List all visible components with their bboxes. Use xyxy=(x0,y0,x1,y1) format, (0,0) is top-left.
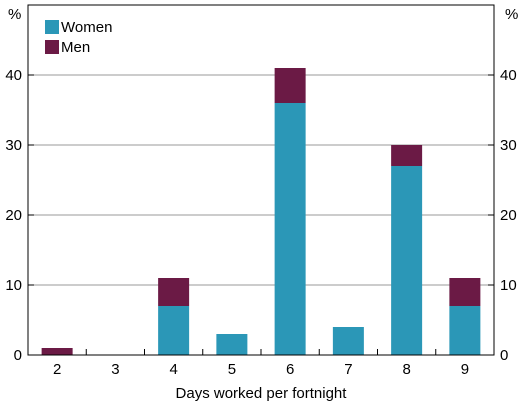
x-tick-label-8: 8 xyxy=(402,361,410,378)
plot-frame xyxy=(27,4,495,356)
y-axis-unit-left: % xyxy=(8,6,21,23)
y-tick-label-right: 0 xyxy=(500,347,508,364)
bar-women-8 xyxy=(391,166,423,355)
gridlines xyxy=(28,74,494,286)
y-tick-label-right: 30 xyxy=(500,137,517,154)
x-tick-label-5: 5 xyxy=(228,361,236,378)
bar-women-7 xyxy=(332,327,364,355)
legend-swatch-women xyxy=(45,20,59,34)
bar-women-5 xyxy=(216,334,248,355)
y-tick-label-left: 30 xyxy=(5,137,22,154)
legend: Women Men xyxy=(45,19,112,56)
bar-women-4 xyxy=(158,306,190,355)
bar-women-6 xyxy=(274,103,306,355)
y-tick-label-left: 20 xyxy=(5,207,22,224)
bar-men-8 xyxy=(391,145,423,166)
legend-swatch-men xyxy=(45,40,59,54)
bar-women-9 xyxy=(449,306,481,355)
x-tick-label-2: 2 xyxy=(53,361,61,378)
x-tick-label-7: 7 xyxy=(344,361,352,378)
y-tick-label-right: 20 xyxy=(500,207,517,224)
x-tick-label-6: 6 xyxy=(286,361,294,378)
x-axis-title: Days worked per fortnight xyxy=(176,385,348,402)
bars xyxy=(41,68,481,355)
legend-label-men: Men xyxy=(61,39,90,56)
x-tick-label-4: 4 xyxy=(169,361,177,378)
x-ticks: 2 3 4 5 6 7 8 9 xyxy=(53,349,469,378)
y-axis-unit-right: % xyxy=(505,6,518,23)
y-tick-label-right: 40 xyxy=(500,67,517,84)
bar-men-6 xyxy=(274,68,306,103)
y-ticks: 0 0 10 10 20 20 30 30 40 40 xyxy=(5,67,516,364)
y-tick-label-right: 10 xyxy=(500,277,517,294)
y-tick-label-left: 10 xyxy=(5,277,22,294)
y-tick-label-left: 0 xyxy=(14,347,22,364)
x-tick-label-3: 3 xyxy=(111,361,119,378)
bar-men-2 xyxy=(41,348,73,355)
bar-men-9 xyxy=(449,278,481,306)
y-tick-label-left: 40 xyxy=(5,67,22,84)
x-tick-label-9: 9 xyxy=(461,361,469,378)
bar-men-4 xyxy=(158,278,190,306)
legend-label-women: Women xyxy=(61,19,112,36)
